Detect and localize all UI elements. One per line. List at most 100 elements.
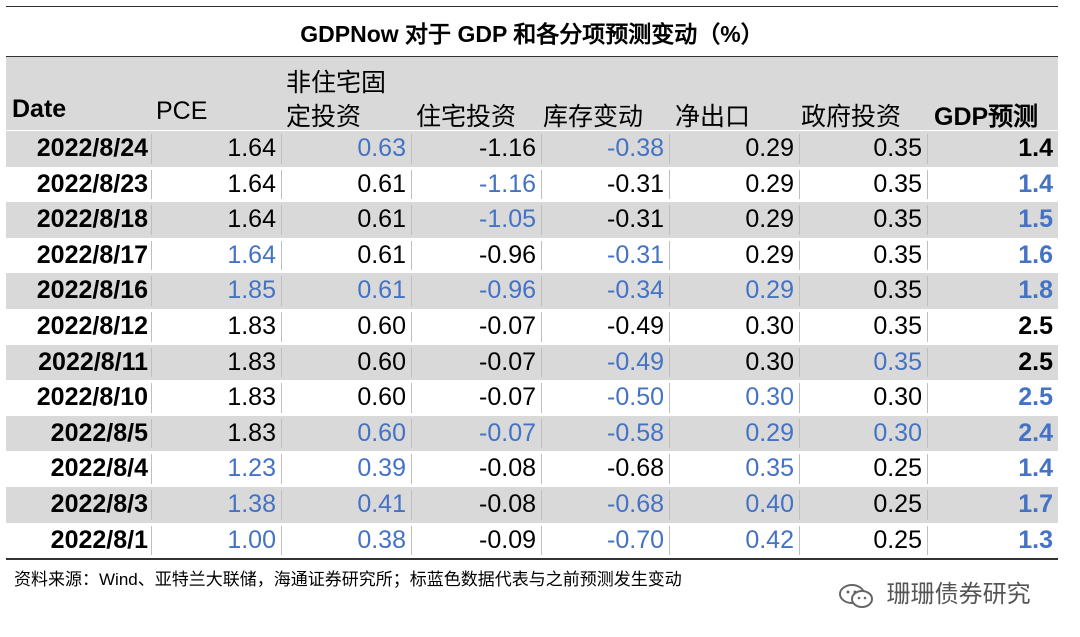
table-row: 2022/8/3 1.38 0.41 -0.08 -0.68 0.40 0.25 1.7 — [6, 486, 1058, 523]
cell-nonres-investment: 0.60 — [357, 347, 406, 376]
column-divider — [799, 134, 800, 164]
cell-date: 2022/8/18 — [36, 205, 148, 234]
column-divider — [927, 383, 928, 413]
column-divider — [799, 489, 800, 520]
column-divider — [927, 240, 928, 271]
column-divider — [927, 489, 928, 520]
column-divider — [411, 276, 412, 306]
table-row: 2022/8/18 1.64 0.61 -1.05 -0.31 0.29 0.35 1.5 — [6, 202, 1058, 238]
cell-gdp: 2.5 — [1018, 311, 1053, 340]
cell-gdp: 1.4 — [1018, 169, 1053, 198]
cell-pce: 1.64 — [227, 205, 276, 234]
column-divider — [541, 240, 542, 271]
cell-government: 0.35 — [873, 205, 922, 234]
column-divider — [281, 240, 282, 271]
header-date: Date — [12, 95, 67, 123]
wechat-icon — [839, 583, 873, 608]
column-divider — [799, 205, 800, 235]
cell-gdp: 1.3 — [1018, 525, 1053, 554]
cell-residential: -1.05 — [479, 205, 536, 234]
column-divider — [927, 418, 928, 449]
column-divider — [411, 134, 412, 164]
column-divider — [411, 525, 412, 556]
column-divider — [927, 454, 928, 484]
column-divider — [151, 489, 152, 520]
cell-date: 2022/8/16 — [36, 276, 148, 305]
header-pce: PCE — [156, 97, 208, 125]
column-divider — [151, 347, 152, 378]
column-divider — [669, 489, 670, 520]
cell-nonres-investment: 0.60 — [357, 311, 406, 340]
column-divider — [799, 240, 800, 271]
cell-net-exports: 0.29 — [745, 134, 794, 162]
column-divider — [541, 418, 542, 449]
cell-government: 0.35 — [873, 134, 922, 162]
cell-inventory: -0.49 — [607, 311, 664, 340]
column-divider — [669, 276, 670, 306]
table-row: 2022/8/5 1.83 0.60 -0.07 -0.58 0.29 0.30 2.4 — [6, 415, 1058, 452]
cell-residential: -0.07 — [479, 418, 536, 447]
column-divider — [669, 454, 670, 484]
column-divider — [541, 454, 542, 484]
column-divider — [669, 134, 670, 164]
cell-pce: 1.64 — [227, 240, 276, 269]
cell-government: 0.35 — [873, 311, 922, 340]
column-divider — [151, 169, 152, 200]
source-note: 资料来源：Wind、亚特兰大联储，海通证券研究所；标蓝色数据代表与之前预测发生变… — [14, 570, 682, 589]
table-row: 2022/8/23 1.64 0.61 -1.16 -0.31 0.29 0.35 1.4 — [6, 167, 1058, 203]
column-divider — [281, 525, 282, 556]
cell-date: 2022/8/1 — [50, 525, 148, 554]
column-divider — [799, 418, 800, 449]
cell-inventory: -0.68 — [607, 489, 664, 518]
cell-residential: -0.07 — [479, 311, 536, 340]
cell-date: 2022/8/23 — [36, 169, 148, 198]
column-divider — [411, 205, 412, 235]
column-divider — [669, 525, 670, 556]
cell-government: 0.25 — [873, 489, 922, 518]
header-net-exports: 净出口 — [675, 103, 751, 131]
cell-nonres-investment: 0.63 — [357, 134, 406, 162]
cell-government: 0.35 — [873, 169, 922, 198]
column-divider — [927, 134, 928, 164]
column-divider — [669, 240, 670, 271]
cell-nonres-investment: 0.60 — [357, 383, 406, 412]
column-divider — [281, 169, 282, 200]
column-divider — [151, 418, 152, 449]
cell-inventory: -0.31 — [607, 205, 664, 234]
column-divider — [541, 489, 542, 520]
cell-residential: -0.08 — [479, 489, 536, 518]
header-gdp: GDP预测 — [934, 103, 1039, 131]
column-divider — [151, 240, 152, 271]
column-divider — [151, 383, 152, 413]
column-divider — [281, 454, 282, 484]
table-row: 2022/8/4 1.23 0.39 -0.08 -0.68 0.35 0.25 1.4 — [6, 451, 1058, 487]
column-divider — [927, 311, 928, 342]
column-divider — [281, 134, 282, 164]
cell-inventory: -0.49 — [607, 347, 664, 376]
cell-date: 2022/8/17 — [36, 240, 148, 269]
cell-net-exports: 0.35 — [745, 454, 794, 483]
table-row: 2022/8/24 1.64 0.63 -1.16 -0.38 0.29 0.35 1.4 — [6, 131, 1058, 167]
column-divider — [281, 347, 282, 378]
column-divider — [799, 347, 800, 378]
column-divider — [541, 347, 542, 378]
column-divider — [799, 169, 800, 200]
table-row: 2022/8/16 1.85 0.61 -0.96 -0.34 0.29 0.35 1.8 — [6, 273, 1058, 309]
cell-gdp: 1.7 — [1018, 489, 1053, 518]
cell-nonres-investment: 0.38 — [357, 525, 406, 554]
cell-pce: 1.83 — [227, 347, 276, 376]
column-divider — [927, 169, 928, 200]
column-divider — [669, 383, 670, 413]
column-divider — [281, 489, 282, 520]
column-divider — [281, 276, 282, 306]
column-divider — [281, 383, 282, 413]
cell-pce: 1.23 — [227, 454, 276, 483]
cell-government: 0.25 — [873, 525, 922, 554]
column-divider — [411, 418, 412, 449]
cell-net-exports: 0.29 — [745, 169, 794, 198]
cell-inventory: -0.38 — [607, 134, 664, 162]
column-divider — [927, 205, 928, 235]
column-divider — [411, 489, 412, 520]
cell-inventory: -0.31 — [607, 169, 664, 198]
cell-nonres-investment: 0.60 — [357, 418, 406, 447]
